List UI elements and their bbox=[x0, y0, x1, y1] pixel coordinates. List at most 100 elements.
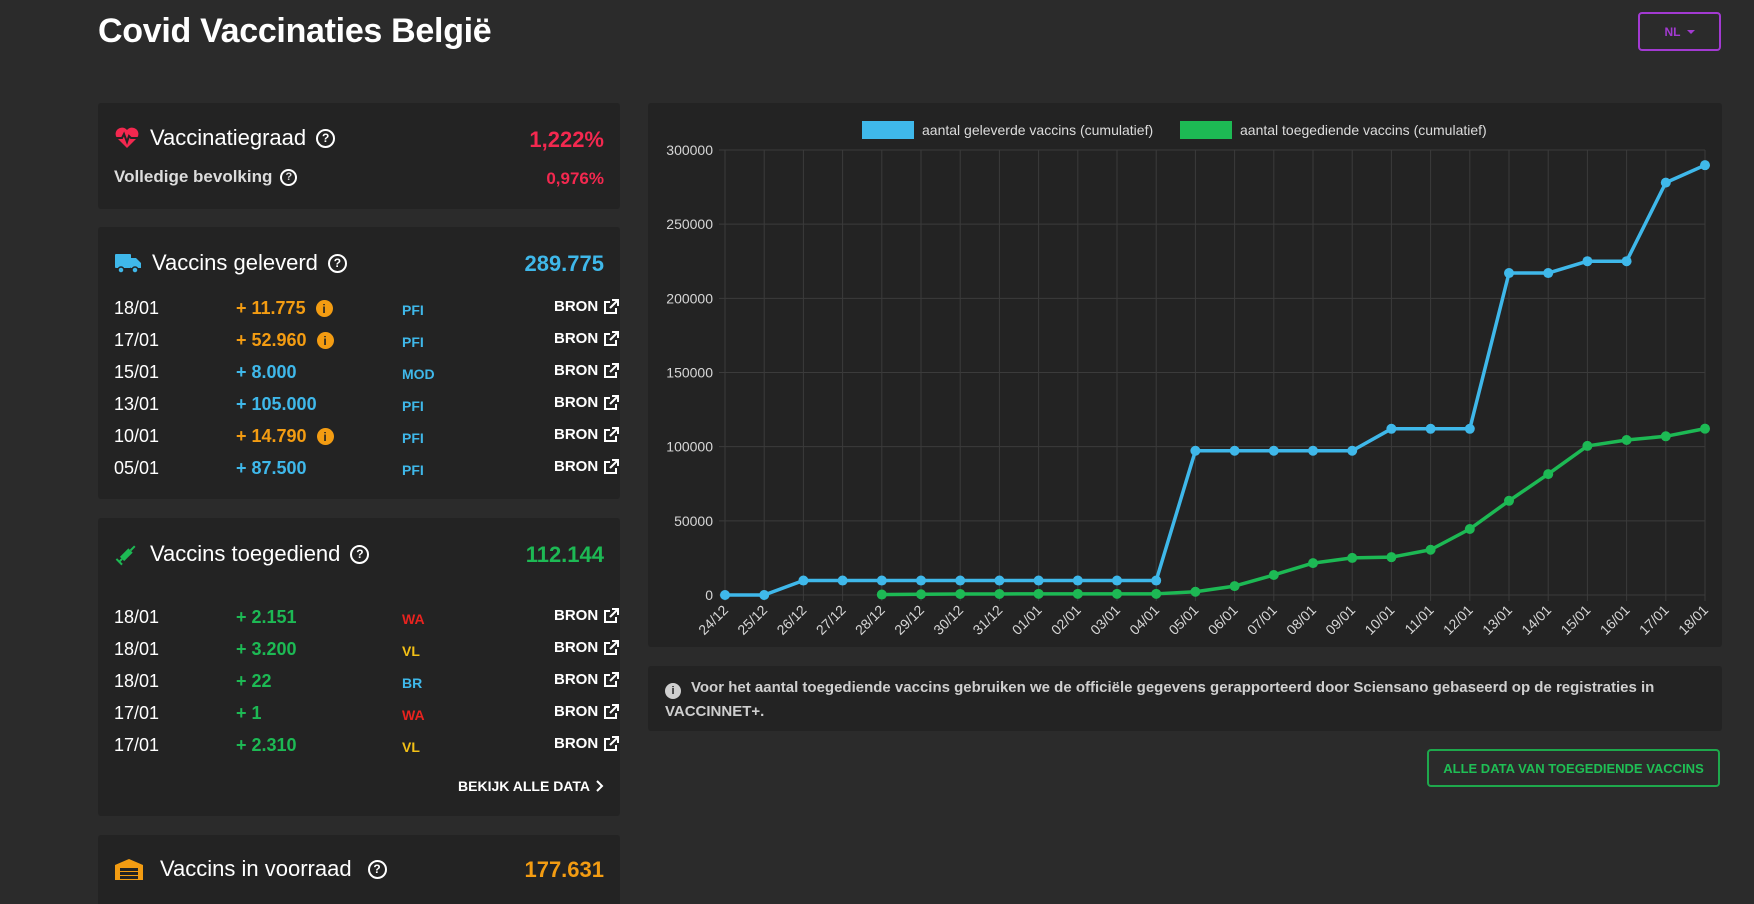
data-point bbox=[1543, 469, 1554, 480]
note-body: Voor het aantal toegediende vaccins gebr… bbox=[665, 679, 1655, 720]
heartbeat-icon bbox=[115, 127, 139, 148]
info-icon[interactable]: i bbox=[315, 300, 333, 317]
data-point bbox=[1464, 523, 1475, 534]
data-point bbox=[1700, 160, 1710, 171]
help-icon[interactable]: ? bbox=[327, 253, 347, 273]
bron-label: BRON bbox=[554, 703, 599, 720]
x-tick-label: 28/12 bbox=[852, 602, 888, 638]
toegediend-title: Vaccins toegediend bbox=[150, 541, 341, 566]
external-link-icon bbox=[604, 607, 620, 623]
external-link-icon bbox=[604, 458, 620, 474]
row-type: VL bbox=[402, 739, 420, 755]
bron-link[interactable]: BRON bbox=[554, 458, 620, 475]
bron-link[interactable]: BRON bbox=[554, 735, 620, 752]
bron-link[interactable]: BRON bbox=[554, 426, 620, 443]
data-point bbox=[1072, 575, 1083, 586]
row-type: PFI bbox=[402, 302, 424, 318]
data-point bbox=[1151, 588, 1162, 599]
bron-link[interactable]: BRON bbox=[554, 671, 620, 688]
x-tick-label: 06/01 bbox=[1205, 602, 1241, 638]
all-data-button[interactable]: ALLE DATA VAN TOEGEDIENDE VACCINS bbox=[1427, 749, 1720, 787]
geleverd-value: 289.775 bbox=[524, 251, 604, 276]
bron-link[interactable]: BRON bbox=[554, 639, 620, 656]
x-tick-label: 18/01 bbox=[1675, 602, 1711, 638]
data-point bbox=[994, 575, 1005, 586]
info-icon[interactable]: i bbox=[316, 428, 334, 445]
row-date: 13/01 bbox=[114, 394, 160, 414]
truck-icon bbox=[115, 254, 141, 274]
voorraad-value: 177.631 bbox=[524, 857, 604, 882]
row-amount: + 14.790 i bbox=[236, 426, 334, 447]
table-row: 05/01 + 87.500 PFI BRON bbox=[114, 454, 620, 484]
row-amount: + 11.775 i bbox=[236, 298, 333, 319]
data-point bbox=[1700, 423, 1710, 434]
external-link-icon bbox=[604, 362, 620, 378]
row-type: PFI bbox=[402, 430, 424, 446]
bron-label: BRON bbox=[554, 458, 599, 475]
vaccinatiegraad-card: Vaccinatiegraad ? 1,222% Volledige bevol… bbox=[98, 103, 620, 209]
row-date: 18/01 bbox=[114, 671, 160, 691]
data-point bbox=[876, 589, 887, 600]
language-dropdown[interactable]: NL bbox=[1638, 12, 1721, 51]
data-point bbox=[1582, 256, 1593, 267]
row-type: VL bbox=[402, 643, 420, 659]
bron-link[interactable]: BRON bbox=[554, 330, 620, 347]
vaccinatiegraad-value: 1,222% bbox=[529, 127, 604, 152]
data-point bbox=[1072, 588, 1083, 599]
caret-down-icon bbox=[1686, 29, 1695, 34]
data-point bbox=[1582, 440, 1593, 451]
help-icon[interactable]: ? bbox=[367, 859, 387, 879]
bron-label: BRON bbox=[554, 426, 599, 443]
x-tick-label: 10/01 bbox=[1361, 602, 1397, 638]
bron-link[interactable]: BRON bbox=[554, 362, 620, 379]
data-point bbox=[1033, 575, 1044, 586]
data-point bbox=[1308, 445, 1318, 456]
data-point bbox=[994, 588, 1005, 599]
x-tick-label: 17/01 bbox=[1636, 602, 1672, 638]
voorraad-title: Vaccins in voorraad bbox=[160, 856, 352, 881]
y-tick-label: 300000 bbox=[666, 142, 713, 158]
page-title: Covid Vaccinaties België bbox=[98, 12, 492, 50]
data-point bbox=[798, 575, 809, 586]
row-amount-text: + 105.000 bbox=[236, 394, 317, 414]
data-point bbox=[1268, 569, 1279, 580]
row-amount-text: + 8.000 bbox=[236, 362, 297, 382]
data-point bbox=[1660, 177, 1671, 188]
external-link-icon bbox=[604, 330, 620, 346]
data-point bbox=[1504, 495, 1514, 506]
volledige-bevolking-text: Volledige bevolking bbox=[114, 167, 273, 186]
row-date: 18/01 bbox=[114, 607, 160, 627]
bron-label: BRON bbox=[554, 330, 599, 347]
help-icon[interactable]: ? bbox=[350, 544, 370, 564]
row-amount: + 87.500 bbox=[236, 458, 307, 479]
table-row: 13/01 + 105.000 PFI BRON bbox=[114, 390, 620, 420]
row-type: MOD bbox=[402, 366, 435, 382]
info-icon[interactable]: i bbox=[316, 332, 334, 349]
help-icon[interactable]: ? bbox=[280, 168, 298, 186]
row-date: 18/01 bbox=[114, 298, 160, 318]
bron-link[interactable]: BRON bbox=[554, 607, 620, 624]
bekijk-label: BEKIJK ALLE DATA bbox=[458, 778, 590, 794]
external-link-icon bbox=[604, 735, 620, 751]
row-type: PFI bbox=[402, 334, 424, 350]
bron-link[interactable]: BRON bbox=[554, 298, 620, 315]
x-tick-label: 29/12 bbox=[891, 602, 927, 638]
warehouse-icon bbox=[115, 859, 143, 880]
data-point bbox=[1504, 268, 1514, 279]
data-point bbox=[759, 590, 770, 600]
help-icon[interactable]: ? bbox=[316, 128, 336, 148]
bekijk-alle-data-link[interactable]: BEKIJK ALLE DATA bbox=[458, 778, 604, 794]
bron-link[interactable]: BRON bbox=[554, 703, 620, 720]
x-tick-label: 15/01 bbox=[1557, 602, 1593, 638]
data-point bbox=[1621, 256, 1632, 267]
row-amount: + 2.310 bbox=[236, 735, 297, 756]
row-date: 18/01 bbox=[114, 639, 160, 659]
y-tick-label: 50000 bbox=[674, 513, 713, 529]
x-tick-label: 24/12 bbox=[695, 602, 731, 638]
data-point bbox=[1190, 445, 1201, 456]
data-point bbox=[916, 589, 926, 600]
data-point bbox=[1190, 586, 1201, 597]
x-tick-label: 09/01 bbox=[1322, 602, 1358, 638]
bron-label: BRON bbox=[554, 735, 599, 752]
bron-link[interactable]: BRON bbox=[554, 394, 620, 411]
